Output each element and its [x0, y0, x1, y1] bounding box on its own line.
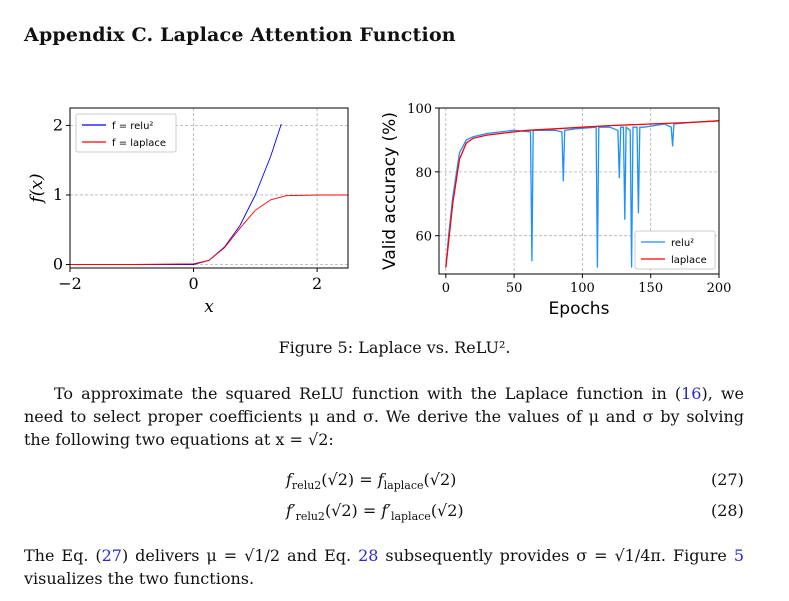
y-axis-label: f(x) [27, 173, 47, 204]
y-tick-label: 1 [53, 185, 63, 204]
figure-caption: Figure 5: Laplace vs. ReLU². [278, 338, 511, 357]
y-axis-label: Valid accuracy (%) [380, 112, 400, 270]
x-tick-label: 50 [506, 281, 523, 296]
y-tick-label: 0 [53, 255, 63, 274]
legend-label: relu² [671, 238, 694, 249]
section-title: Appendix C. Laplace Attention Function [24, 24, 456, 46]
plot-frame [69, 107, 349, 269]
x-tick-label: −2 [58, 274, 82, 293]
right-plot: 0 50 100 150 200 60 80 100 Epochs Valid accuracy … [380, 102, 731, 319]
plot-frame [438, 107, 720, 275]
x-tick-label: 200 [707, 281, 732, 296]
citation-link[interactable]: 27 [101, 546, 122, 565]
y-tick-label: 80 [415, 166, 432, 181]
y-tick-label: 60 [415, 230, 432, 245]
citation-link[interactable]: 16 [681, 384, 702, 403]
legend-label: f = laplace [112, 138, 166, 149]
series-line [445, 120, 720, 268]
equation-number: (27) [711, 470, 744, 489]
series-line [70, 194, 348, 265]
citation-link[interactable]: 28 [358, 546, 379, 565]
x-tick-label: 100 [570, 281, 595, 296]
series-line [445, 120, 720, 268]
paragraph-2: The Eq. (27) delivers μ = √1/2 and Eq. 2… [24, 546, 744, 588]
y-tick-label: 100 [407, 102, 432, 117]
x-axis-label: x [204, 297, 214, 317]
paragraph-1: To approximate the squared ReLU function… [24, 384, 745, 449]
x-tick-label: 0 [188, 274, 198, 293]
legend-label: f = relu² [112, 121, 153, 132]
x-tick-label: 150 [638, 281, 663, 296]
x-tick-label: 0 [442, 281, 450, 296]
x-axis-label: Epochs [549, 299, 610, 319]
figure-link[interactable]: 5 [733, 546, 744, 565]
legend-label: laplace [671, 255, 707, 266]
x-tick-label: 2 [312, 274, 322, 293]
y-tick-label: 2 [53, 115, 63, 134]
equation-number: (28) [711, 501, 744, 520]
